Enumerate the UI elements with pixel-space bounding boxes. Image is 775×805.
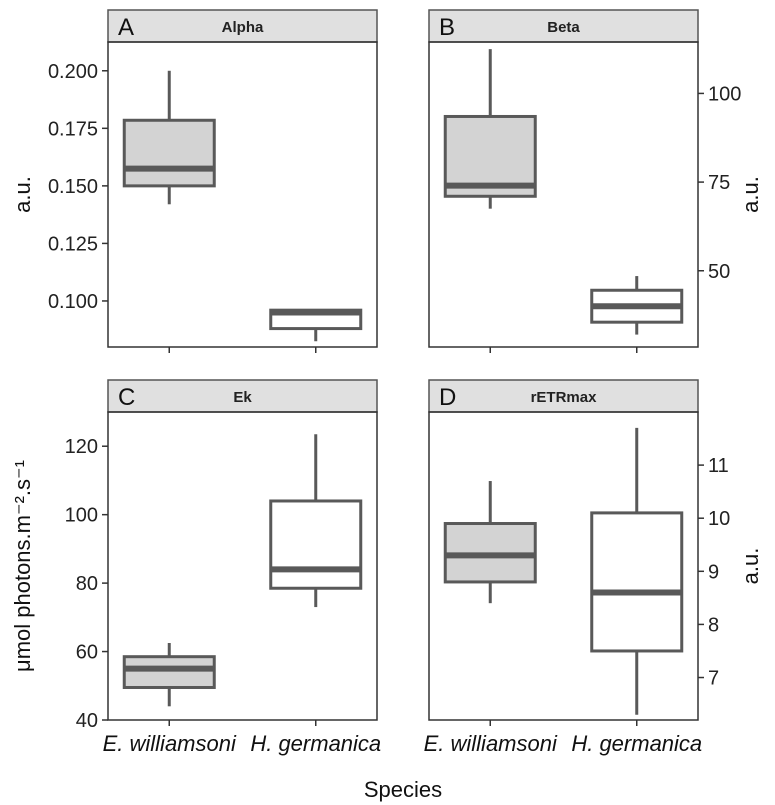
plot-area [428,41,699,348]
box-e-williamsoni [122,643,216,707]
y-tick-label: 0.175 [48,118,98,140]
plot-area [107,41,378,348]
y-tick-label: 10 [708,508,730,530]
x-axis-label: Species [364,777,442,802]
strip-header [107,9,378,43]
y-tick-label: 80 [76,573,98,595]
y-tick-label: 8 [708,614,719,636]
panel-letter: A [118,14,134,41]
box-e-williamsoni [443,481,537,604]
y-tick-label: 50 [708,261,730,283]
y-tick-label: 100 [65,505,98,527]
y-tick-label: 100 [708,83,741,105]
y-axis-label: a.u. [738,548,763,585]
y-tick-label: 0.200 [48,61,98,83]
box-iqr [122,118,216,188]
y-tick-label: 0.125 [48,233,98,255]
y-tick-label: 60 [76,642,98,664]
y-axis-label: a.u. [738,176,763,213]
x-tick-label: E. williamsoni [103,731,237,756]
box-h-germanica [269,434,363,608]
box-iqr [269,499,363,590]
panel-title: Beta [547,19,580,36]
x-tick-label: H. germanica [250,731,381,756]
panel-letter: D [439,384,456,411]
y-tick-label: 120 [65,436,98,458]
box-h-germanica [590,427,684,715]
box-h-germanica [269,308,363,342]
box-h-germanica [590,276,684,335]
y-tick-label: 0.150 [48,176,98,198]
y-axis-label: μmol photons.m⁻².s⁻¹ [10,460,35,672]
strip-header [428,379,699,413]
plot-area [428,411,699,721]
plot-area [107,411,378,721]
y-tick-label: 11 [708,455,729,477]
panel-letter: C [118,384,135,411]
box-e-williamsoni [443,49,537,209]
panel-title: rETRmax [531,389,598,406]
strip-header [107,379,378,413]
box-iqr [122,655,216,689]
panel-letter: B [439,14,455,41]
y-tick-label: 0.100 [48,291,98,313]
x-tick-label: H. germanica [571,731,702,756]
y-tick-label: 7 [708,668,719,690]
panel-c: C Ek 40 60 80 100 120 μmol photons.m⁻².s⁻¹ E. wi… [10,379,381,756]
x-tick-label: E. williamsoni [424,731,558,756]
box-iqr [590,511,684,653]
y-tick-label: 75 [708,172,730,194]
box-e-williamsoni [122,70,216,205]
panel-title: Ek [233,389,252,406]
panel-b: B Beta 50 75 100 a.u. [428,9,763,353]
panel-title: Alpha [222,19,264,36]
panel-a: A Alpha 0.100 0.125 0.150 0.175 0.200 a.u. [10,9,378,353]
y-tick-label: 9 [708,561,719,583]
y-axis-label: a.u. [10,176,35,213]
y-tick-label: 40 [76,710,98,732]
